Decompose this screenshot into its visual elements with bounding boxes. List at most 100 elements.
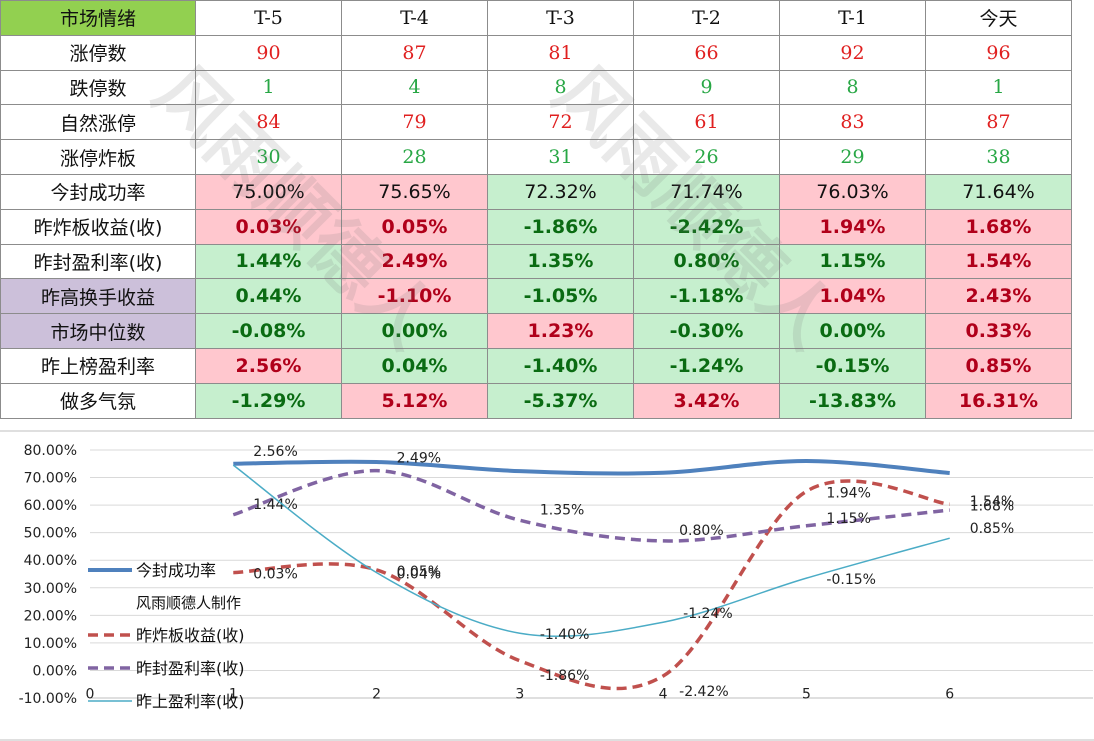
table-cell: 87 [341, 34, 488, 71]
data-label: 0.80% [679, 523, 723, 539]
table-cell: 84 [195, 104, 342, 141]
table-row: 市场中位数 -0.08% 0.00% 1.23% -0.30% 0.00% 0.33% [0, 313, 1072, 349]
table-cell: -1.10% [341, 278, 488, 315]
table-cell: 1.23% [487, 313, 634, 349]
table-cell: 5.12% [341, 382, 488, 419]
table-cell: 1.68% [925, 208, 1072, 245]
table-cell: 0.05% [341, 208, 488, 245]
table-cell: 8 [487, 69, 634, 106]
column-header: T-4 [341, 0, 488, 36]
table-cell: 1.15% [779, 243, 926, 280]
table-cell: 2.43% [925, 278, 1072, 315]
y-tick-label: 60.00% [24, 498, 77, 514]
y-tick-label: 50.00% [24, 526, 77, 542]
table-cell: 1.54% [925, 243, 1072, 280]
table-cell: -2.42% [633, 208, 780, 245]
table-cell: 1 [195, 69, 342, 106]
table-cell: 96 [925, 34, 1072, 71]
table-cell: -1.18% [633, 278, 780, 315]
legend-label: 昨上盈利率(收) [136, 692, 245, 711]
y-tick-label: 0.00% [33, 663, 77, 679]
row-label: 昨高换手收益 [0, 278, 196, 315]
table-cell: 79 [341, 104, 488, 141]
data-label: 0.85% [970, 521, 1014, 537]
table-cell: -1.86% [487, 208, 634, 245]
data-label: -0.15% [826, 572, 876, 588]
table-cell: -1.40% [487, 347, 634, 384]
table-cell: 29 [779, 139, 926, 175]
column-header: T-2 [633, 0, 780, 36]
table-cell: 26 [633, 139, 780, 175]
line-chart: -10.00%0.00%10.00%20.00%30.00%40.00%50.0… [0, 430, 1094, 741]
table-cell: -1.05% [487, 278, 634, 315]
table-cell: -1.24% [633, 347, 780, 384]
y-tick-label: 70.00% [24, 471, 77, 487]
y-tick-label: 30.00% [24, 581, 77, 597]
table-cell: 16.31% [925, 382, 1072, 419]
table-cell: 30 [195, 139, 342, 175]
table-cell: 9 [633, 69, 780, 106]
legend-note: 风雨顺德人制作 [136, 594, 241, 612]
table-cell: 76.03% [779, 173, 926, 210]
table-cell: 1.44% [195, 243, 342, 280]
data-label: 2.49% [397, 451, 441, 467]
table-cell: 0.04% [341, 347, 488, 384]
data-label: 0.03% [253, 567, 297, 583]
row-label: 昨封盈利率(收) [0, 243, 196, 280]
row-label: 涨停炸板 [0, 139, 196, 175]
table-row: 自然涨停 84 79 72 61 83 87 [0, 104, 1072, 141]
y-tick-label: 40.00% [24, 553, 77, 569]
row-label: 市场中位数 [0, 313, 196, 349]
table-cell: -5.37% [487, 382, 634, 419]
data-label: -1.86% [540, 668, 590, 684]
table-cell: 0.44% [195, 278, 342, 315]
table-cell: 8 [779, 69, 926, 106]
table-cell: 2.49% [341, 243, 488, 280]
data-label: 2.56% [253, 444, 297, 460]
table-cell: 0.00% [341, 313, 488, 349]
y-tick-label: 80.00% [24, 443, 77, 459]
series-line [233, 458, 950, 476]
data-label: 0.04% [397, 567, 441, 583]
table-cell: 28 [341, 139, 488, 175]
data-label: 1.54% [970, 494, 1014, 510]
legend-label: 今封成功率 [136, 561, 216, 580]
y-tick-label: 10.00% [24, 636, 77, 652]
table-row: 昨封盈利率(收) 1.44% 2.49% 1.35% 0.80% 1.15% 1.54% [0, 243, 1072, 280]
table-cell: 0.33% [925, 313, 1072, 349]
row-label: 跌停数 [0, 69, 196, 106]
table-cell: 92 [779, 34, 926, 71]
x-tick-label: 2 [372, 686, 381, 702]
data-label: -1.40% [540, 627, 590, 643]
table-cell: 61 [633, 104, 780, 141]
table-cell: 1.94% [779, 208, 926, 245]
table-cell: -0.08% [195, 313, 342, 349]
table-cell: 31 [487, 139, 634, 175]
table-cell: 72.32% [487, 173, 634, 210]
y-tick-label: -10.00% [19, 691, 77, 707]
data-label: 1.15% [826, 511, 870, 527]
x-tick-label: 5 [802, 686, 811, 702]
data-label: 0.05% [397, 564, 441, 580]
table-cell: 75.65% [341, 173, 488, 210]
table-cell: 0.80% [633, 243, 780, 280]
table-cell: 72 [487, 104, 634, 141]
data-label: 1.44% [253, 497, 297, 513]
table-cell: 1.35% [487, 243, 634, 280]
table-cell: 66 [633, 34, 780, 71]
table-header-row: 市场情绪 T-5 T-4 T-3 T-2 T-1 今天 [0, 0, 1072, 36]
legend-label: 昨封盈利率(收) [136, 659, 245, 678]
table-cell: 0.00% [779, 313, 926, 349]
row-label: 昨上榜盈利率 [0, 347, 196, 384]
table-row: 昨上榜盈利率 2.56% 0.04% -1.40% -1.24% -0.15% 0.85% [0, 347, 1072, 384]
table-row: 今封成功率 75.00% 75.65% 72.32% 71.74% 76.03% 71.64… [0, 173, 1072, 210]
x-tick-label: 0 [86, 686, 95, 702]
data-label: -1.24% [683, 606, 733, 622]
table-row: 做多气氛 -1.29% 5.12% -5.37% 3.42% -13.83% 16.31% [0, 382, 1072, 419]
table-cell: 71.74% [633, 173, 780, 210]
table-row: 昨高换手收益 0.44% -1.10% -1.05% -1.18% 1.04% 2.43% [0, 278, 1072, 315]
market-sentiment-table: 市场情绪 T-5 T-4 T-3 T-2 T-1 今天 涨停数 90 87 81 66 92 96 跌停数 1… [0, 0, 1072, 419]
table-cell: 3.42% [633, 382, 780, 419]
y-tick-label: 20.00% [24, 608, 77, 624]
table-cell: 83 [779, 104, 926, 141]
